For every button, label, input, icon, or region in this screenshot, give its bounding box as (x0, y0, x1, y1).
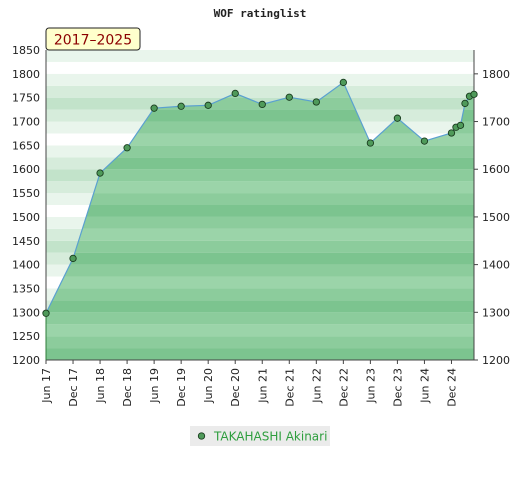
y-right-tick-label: 1400 (482, 259, 510, 272)
y-left-tick-label: 1600 (12, 163, 40, 176)
x-tick-label: Dec 22 (337, 368, 350, 407)
legend: TAKAHASHI Akinari (190, 426, 330, 446)
period-badge-text: 2017–2025 (54, 33, 132, 49)
y-right-tick-label: 1300 (482, 306, 510, 319)
data-point (420, 137, 429, 145)
period-badge: 2017–2025 (45, 27, 141, 51)
area-band (46, 312, 474, 325)
data-point (231, 89, 239, 98)
legend-box (190, 426, 330, 446)
data-point (204, 101, 212, 109)
area-band (46, 133, 474, 146)
data-points (42, 78, 478, 317)
x-tick-label: Jun 19 (148, 368, 161, 404)
data-point (470, 90, 478, 99)
area-band (46, 252, 474, 265)
data-point (42, 309, 50, 317)
y-left-tick-label: 1450 (12, 235, 40, 248)
data-point (366, 139, 375, 147)
data-point (312, 98, 320, 106)
x-tick-label: Jun 17 (40, 368, 53, 404)
data-point (447, 129, 456, 137)
x-tick-label: Dec 20 (229, 368, 242, 407)
area-layer (45, 81, 475, 360)
axes (45, 50, 475, 361)
x-tick-label: Dec 19 (175, 368, 188, 407)
data-point (258, 100, 266, 109)
x-tick-label: Jun 20 (202, 368, 215, 404)
y-left-tick-label: 1200 (12, 354, 40, 367)
area-band (46, 145, 474, 158)
x-tick-label: Dec 24 (445, 368, 458, 407)
background-band (46, 50, 474, 62)
y-left-tick-label: 1550 (12, 187, 40, 200)
x-tick-label: Jun 24 (418, 368, 431, 404)
area-band (46, 169, 474, 182)
y-right-tick-label: 1800 (482, 68, 510, 81)
area-band (46, 205, 474, 217)
area-band (46, 264, 474, 277)
background-band (46, 61, 474, 74)
y-axis-right-ticks: 1200 1300 1400 1500 1600 1700 1800 (474, 68, 510, 367)
chart-title: WOF ratinglist (214, 7, 307, 20)
x-tick-label: Jun 18 (94, 368, 107, 404)
y-right-tick-label: 1700 (482, 116, 510, 129)
data-point (393, 114, 402, 122)
background-band (46, 73, 474, 86)
x-tick-label: Jun 21 (256, 368, 269, 404)
data-point (456, 121, 465, 130)
x-tick-label: Jun 22 (310, 368, 323, 404)
background-band (46, 85, 474, 98)
y-left-tick-label: 1650 (12, 139, 40, 152)
area-band (46, 336, 474, 349)
x-tick-label: Dec 23 (391, 368, 404, 407)
y-left-tick-label: 1350 (12, 282, 40, 295)
legend-label: TAKAHASHI Akinari (213, 430, 327, 444)
area-band (46, 157, 474, 170)
x-tick-label: Jun 23 (364, 368, 377, 404)
x-axis-ticks: Jun 17 Dec 17 Jun 18 Dec 18 Jun 19 Dec 19 Jun … (40, 360, 458, 407)
area-band (46, 193, 474, 205)
area-band (46, 216, 474, 229)
y-left-tick-label: 1300 (12, 306, 40, 319)
y-left-tick-label: 1400 (12, 259, 40, 272)
y-right-tick-label: 1600 (482, 163, 510, 176)
area-band (46, 228, 474, 241)
data-point (285, 93, 293, 101)
data-point (461, 99, 469, 108)
y-left-tick-label: 1850 (12, 44, 40, 57)
x-tick-label: Dec 18 (121, 368, 134, 407)
y-right-tick-label: 1500 (482, 211, 510, 224)
area-band (46, 109, 474, 122)
y-right-tick-label: 1200 (482, 354, 510, 367)
y-left-tick-label: 1800 (12, 68, 40, 81)
x-tick-label: Dec 17 (67, 368, 80, 407)
area-band (46, 276, 474, 289)
area-band (46, 288, 474, 301)
area-band (46, 121, 474, 134)
legend-marker (197, 432, 206, 440)
data-point (177, 102, 185, 110)
y-left-tick-label: 1750 (12, 92, 40, 105)
data-point (69, 254, 77, 263)
area-band (46, 240, 474, 253)
data-point (96, 169, 104, 177)
data-point (339, 78, 347, 87)
area-band (46, 300, 474, 313)
data-point (123, 144, 131, 152)
area-band (46, 324, 474, 337)
area-band (46, 348, 474, 360)
y-left-tick-label: 1700 (12, 116, 40, 129)
y-left-tick-label: 1250 (12, 330, 40, 343)
area-band (46, 181, 474, 194)
x-tick-label: Dec 21 (283, 368, 296, 407)
y-axis-left-ticks: 1200 1250 1300 1350 1400 1450 1500 1550 1600 1650… (12, 44, 40, 367)
data-point (150, 104, 158, 112)
y-left-tick-label: 1500 (12, 211, 40, 224)
